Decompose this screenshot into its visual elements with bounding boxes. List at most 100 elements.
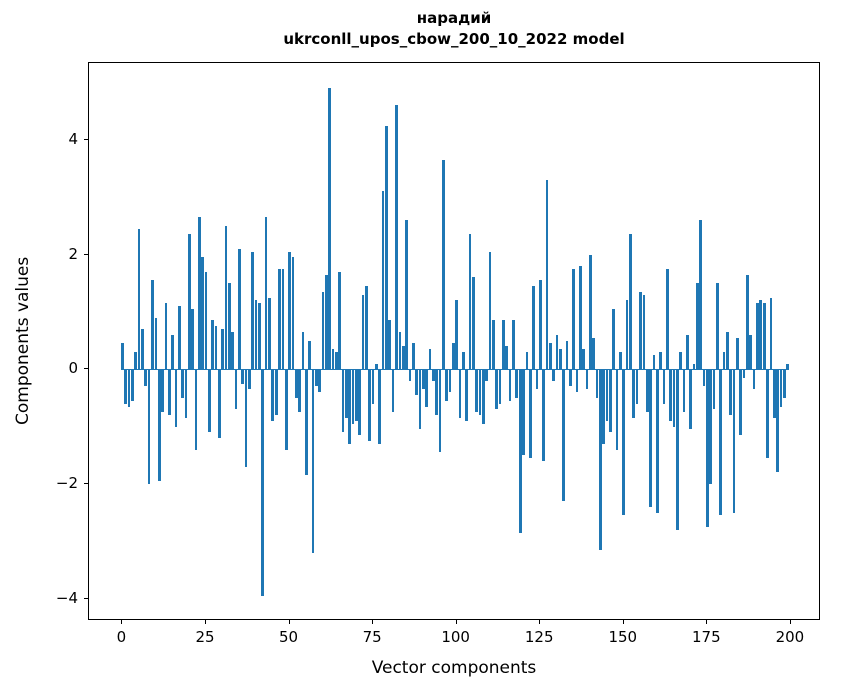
bar (448, 369, 452, 393)
bar (726, 331, 729, 370)
bar (171, 334, 174, 370)
x-tick-label: 150 (608, 628, 638, 646)
bar (538, 280, 542, 370)
bar (759, 300, 763, 370)
bar (151, 280, 154, 370)
bar (291, 257, 295, 370)
bar (612, 309, 616, 370)
bar (472, 277, 475, 370)
bar (458, 369, 462, 418)
bar (542, 369, 545, 461)
bar (438, 369, 442, 453)
bar (565, 340, 569, 370)
bar (602, 369, 606, 444)
bar (311, 369, 315, 553)
bar (649, 369, 652, 507)
bar (405, 220, 408, 370)
bar (776, 369, 779, 473)
bar (645, 369, 649, 413)
chart-title-line2: ukrconll_upos_cbow_200_10_2022 model (283, 30, 625, 48)
bar (605, 369, 609, 421)
bar (716, 283, 719, 370)
bar (355, 369, 358, 421)
chart-title-line1: нарадий (416, 9, 492, 27)
bar (625, 300, 629, 370)
bar (391, 369, 395, 413)
x-tick-label: 100 (441, 628, 470, 646)
bar (358, 369, 362, 436)
bar (238, 248, 241, 370)
x-tick-label: 75 (362, 628, 382, 646)
bar (635, 369, 639, 404)
bar (679, 352, 682, 370)
x-tick-mark (121, 620, 123, 624)
bar (462, 352, 465, 370)
bar (248, 369, 251, 390)
x-tick-mark (204, 620, 206, 624)
bar (214, 326, 218, 370)
bar (314, 369, 318, 387)
bar (692, 363, 696, 370)
bar (144, 369, 148, 387)
x-tick-label: 25 (195, 628, 215, 646)
bar (502, 320, 505, 370)
bar (786, 363, 789, 370)
bar (659, 352, 662, 370)
bar (441, 159, 445, 370)
bar (495, 369, 499, 410)
bar (134, 352, 138, 370)
bar (518, 369, 522, 533)
bar (418, 369, 422, 430)
bar (572, 268, 575, 370)
bar (224, 225, 228, 370)
y-tick-label: 0 (68, 359, 78, 378)
y-tick-label: −2 (55, 473, 78, 492)
bar (258, 303, 261, 370)
bar (722, 352, 726, 370)
bar (191, 309, 194, 370)
bar (589, 254, 592, 370)
bar (665, 268, 669, 370)
y-tick-label: 4 (68, 129, 78, 148)
bar (211, 320, 214, 370)
bar (482, 369, 485, 424)
bar (642, 294, 646, 370)
bar (445, 369, 448, 401)
bar (575, 369, 579, 393)
y-tick-mark (84, 138, 88, 140)
bar (478, 369, 482, 416)
bar (154, 317, 158, 370)
bar (525, 352, 529, 370)
bar (752, 369, 756, 390)
bar (505, 346, 509, 370)
bar (739, 369, 743, 436)
bar (335, 352, 338, 370)
bar (782, 369, 786, 398)
bar (197, 217, 201, 370)
x-tick-mark (539, 620, 541, 624)
bar (381, 191, 385, 370)
bar (779, 369, 783, 407)
bar (251, 251, 255, 370)
bar (137, 228, 141, 370)
bar (288, 251, 291, 370)
x-axis-label: Vector components (371, 658, 537, 678)
bar (321, 291, 325, 370)
bar (298, 369, 301, 413)
bar (338, 271, 342, 370)
bar (655, 369, 659, 513)
bar (729, 369, 733, 416)
bar (706, 369, 709, 527)
bar (695, 283, 699, 370)
bar (378, 369, 382, 444)
bar (689, 369, 692, 430)
bar (368, 369, 372, 441)
bar (488, 251, 492, 370)
bar (719, 369, 723, 516)
bar (756, 303, 759, 370)
bar (512, 320, 515, 370)
bar (736, 337, 739, 370)
x-tick-label: 0 (116, 628, 127, 646)
plot-area (88, 62, 820, 620)
bar (221, 329, 225, 370)
